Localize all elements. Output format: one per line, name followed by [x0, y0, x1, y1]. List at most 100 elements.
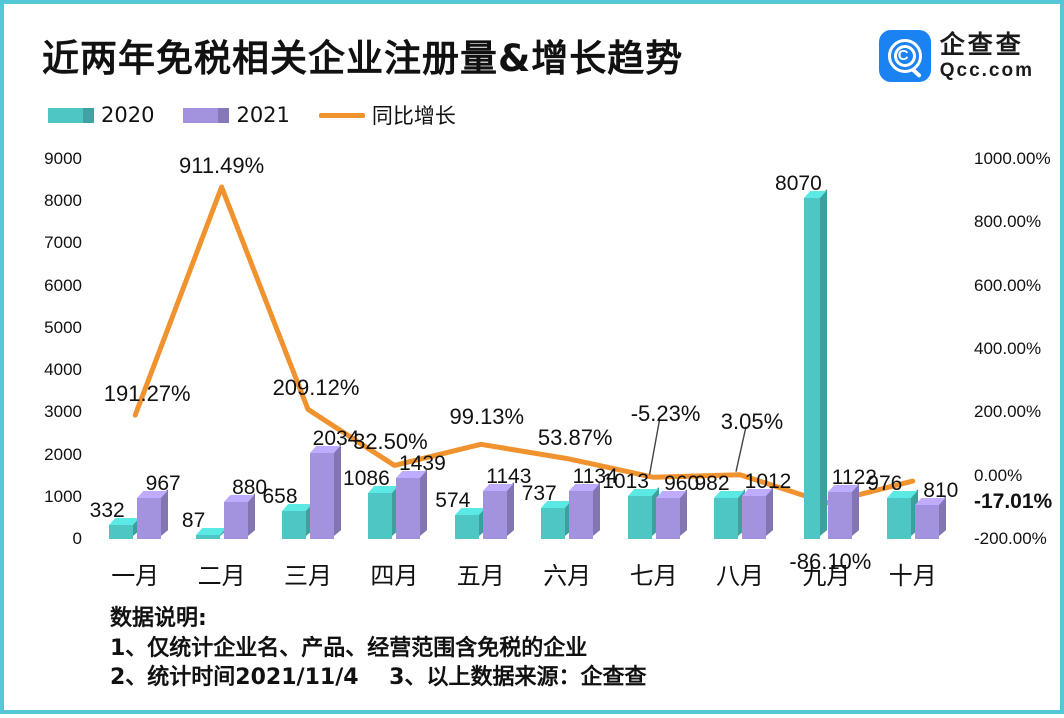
- bar-2021-一月: [137, 489, 169, 539]
- bar-2021-五月: [482, 481, 514, 539]
- bar-2020-九月: [804, 189, 828, 539]
- bar-value-label: 1122: [831, 465, 877, 489]
- x-axis-label: 一月: [111, 562, 160, 590]
- y-axis-left-tick: 3000: [44, 402, 82, 422]
- bar-value-label: 880: [232, 475, 268, 499]
- bar-2020-十月: [886, 488, 918, 539]
- y-axis-left-tick: 6000: [44, 275, 82, 295]
- bar-value-label: 1086: [343, 467, 390, 491]
- y-axis-right-tick: 400.00%: [974, 339, 1042, 358]
- bar-2020-一月: [109, 516, 141, 539]
- line-value-label: 191.27%: [103, 381, 191, 407]
- chart-plot-area: 0 1000 2000 3000 4000 5000 6000 7000 8000 9000 -2…: [4, 4, 1060, 710]
- y-axis-right-tick: 200.00%: [974, 402, 1042, 422]
- chart-legend: 2020 2021 同比增长: [48, 100, 478, 130]
- legend-label: 同比增长: [371, 104, 456, 128]
- bar-value-label: 8070: [775, 172, 822, 196]
- bar-2021-四月: [396, 469, 428, 539]
- bar-value-label: 1143: [486, 464, 532, 488]
- x-axis-label: 六月: [543, 562, 592, 590]
- bar-2021-九月: [828, 482, 860, 539]
- x-axis-label: 八月: [716, 562, 764, 590]
- bar-value-label: 1439: [399, 452, 446, 476]
- legend-label: 2020: [101, 103, 155, 127]
- line-value-label: 53.87%: [537, 424, 613, 450]
- bar-value-label: 1134: [572, 465, 618, 489]
- bar-2021-二月: [223, 492, 255, 539]
- legend-item-2021[interactable]: 2021: [183, 103, 290, 127]
- line-value-label: 32.50%: [353, 429, 428, 455]
- line-value-label: 209.12%: [272, 375, 360, 401]
- line-value-label: -86.10%: [789, 548, 872, 574]
- y-axis-left-tick: 5000: [44, 317, 82, 337]
- line-value-label: 3.05%: [720, 408, 784, 434]
- x-axis-label: 七月: [629, 562, 678, 590]
- y-axis-left-tick: 0: [72, 529, 82, 548]
- qcc-logo: C 企查查 Qcc.com: [878, 30, 1034, 82]
- y-axis-left: 0 1000 2000 3000 4000 5000 6000 7000 8000 9000: [12, 4, 82, 710]
- notes-line-2: 2、统计时间2021/11/4 3、以上数据来源：企查查: [110, 664, 647, 690]
- bar-value-label: 810: [923, 478, 959, 502]
- bar-2020-三月: [282, 502, 313, 539]
- y-axis-left-tick: 4000: [44, 360, 82, 380]
- bar-value-label: 87: [181, 509, 206, 533]
- bar-value-label: 737: [521, 481, 557, 505]
- bar-2021-六月: [569, 482, 601, 539]
- notes-heading: 数据说明:: [110, 606, 207, 632]
- y-axis-right-highlight-tick: -17.01%: [974, 489, 1053, 513]
- y-axis-right-tick: 800.00%: [974, 212, 1042, 232]
- y-axis-left-tick: 7000: [44, 233, 82, 253]
- bar-2021-八月: [742, 487, 773, 539]
- legend-item-同比增长[interactable]: 同比增长: [318, 100, 456, 130]
- bar-2020-八月: [714, 488, 745, 539]
- bar-value-label: 1012: [744, 470, 792, 494]
- x-axis-label: 三月: [284, 562, 332, 590]
- bar-2021-七月: [655, 489, 687, 539]
- logo-brand-en: Qcc.com: [939, 60, 1034, 81]
- x-axis-label: 十月: [888, 562, 937, 590]
- x-axis-label: 四月: [370, 562, 419, 590]
- y-axis-left-tick: 1000: [44, 486, 82, 506]
- x-axis-label: 二月: [197, 562, 246, 590]
- y-axis-left-tick: 2000: [44, 444, 82, 464]
- bar-value-label: 1013: [602, 470, 649, 494]
- y-axis-right-tick: 1000.00%: [974, 149, 1051, 168]
- line-value-label: -5.23%: [630, 401, 701, 427]
- bar-value-label: 2034: [312, 427, 360, 451]
- qcc-logo-icon: C: [878, 30, 931, 82]
- bar-value-label: 982: [694, 471, 730, 495]
- page-title: 近两年免税相关企业注册量&增长趋势: [42, 37, 684, 80]
- bar-value-label: 976: [867, 471, 903, 495]
- bar-2020-五月: [454, 505, 486, 539]
- legend-swatch-2020: [48, 107, 94, 123]
- bar-value-label: 967: [145, 472, 181, 496]
- y-axis-left-tick: 9000: [44, 149, 82, 168]
- data-notes: 数据说明: 1、仅统计企业名、产品、经营范围含免税的企业 2、统计时间2021/…: [110, 604, 646, 692]
- x-axis-label: 九月: [802, 562, 851, 590]
- logo-letter: C: [897, 47, 909, 64]
- bar-2020-四月: [368, 484, 400, 539]
- y-axis-right: -200.00% 0.00% 200.00% 400.00% 600.00% 800.00…: [968, 4, 1064, 710]
- bar-2021-十月: [914, 495, 946, 539]
- bar-2020-七月: [627, 487, 659, 539]
- bar-2021-三月: [310, 444, 341, 539]
- y-axis-left-tick: 8000: [44, 191, 82, 211]
- legend-item-2020[interactable]: 2020: [48, 103, 154, 127]
- legend-swatch-2021: [183, 107, 230, 123]
- notes-line-1: 1、仅统计企业名、产品、经营范围含免税的企业: [110, 635, 588, 661]
- logo-brand-cn: 企查查: [939, 30, 1024, 59]
- line-value-label: 911.49%: [178, 153, 265, 179]
- bar-2020-二月: [195, 526, 227, 539]
- bar-value-label: 332: [89, 498, 125, 522]
- bar-value-label: 960: [664, 472, 700, 496]
- y-axis-right-tick: 600.00%: [974, 275, 1042, 295]
- line-value-label: 99.13%: [449, 404, 525, 430]
- bar-value-label: 658: [262, 485, 298, 509]
- legend-label: 2021: [236, 103, 290, 127]
- y-axis-right-tick: 0.00%: [974, 465, 1023, 485]
- bar-2020-六月: [541, 499, 573, 539]
- x-axis-label: 五月: [456, 562, 505, 590]
- legend-line-同比增长: [318, 112, 365, 118]
- bar-value-label: 574: [435, 488, 471, 512]
